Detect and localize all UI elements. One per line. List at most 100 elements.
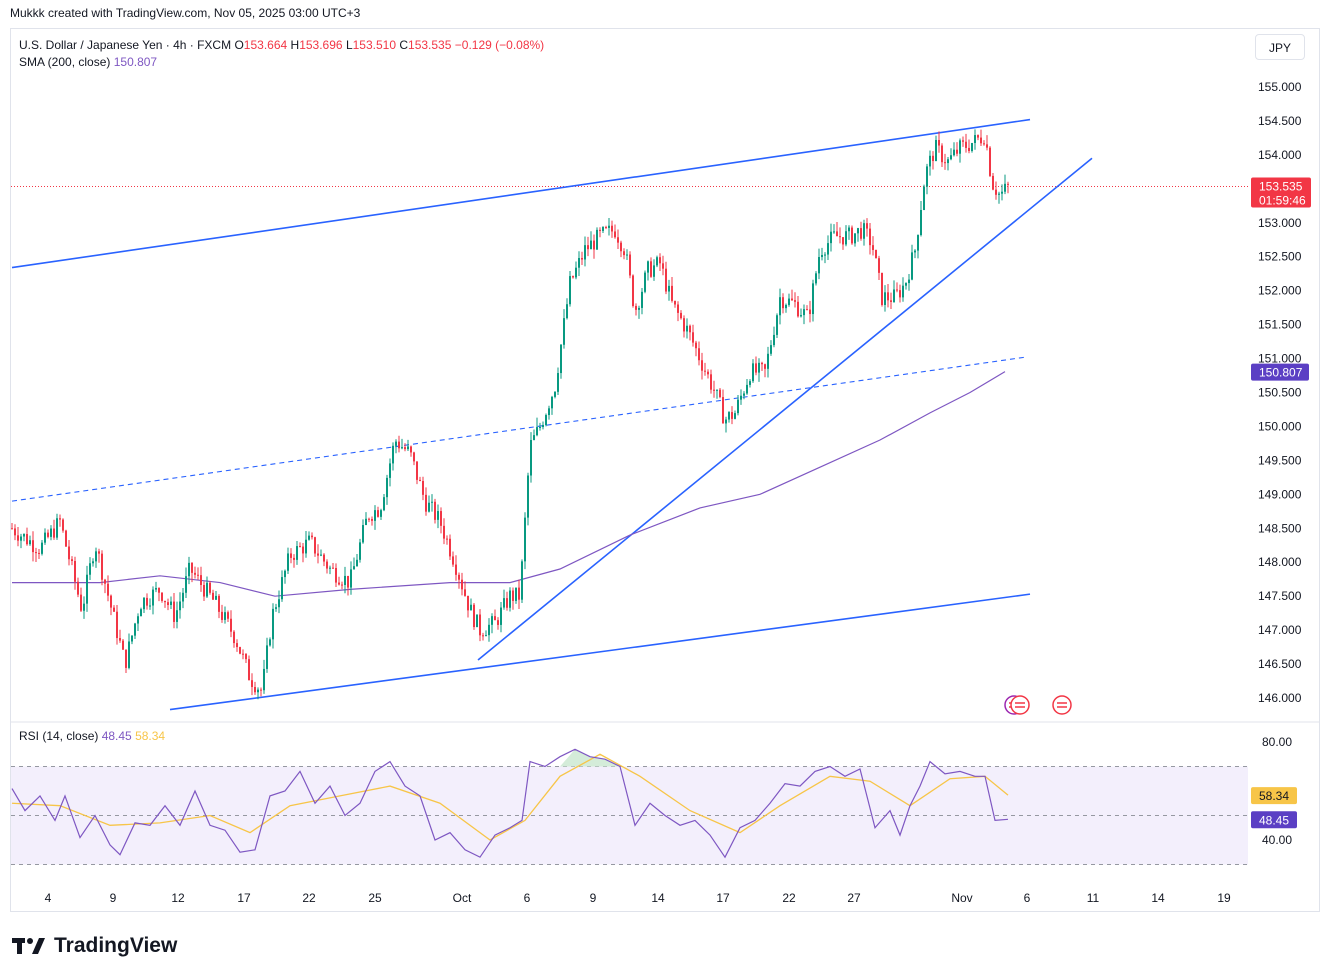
candle-body [299,546,301,548]
candle-body [62,519,64,531]
price-tick-label: 152.500 [1258,250,1302,264]
candle-body [677,304,679,313]
candle-body [986,144,988,148]
trendline-rising-support [477,157,1093,661]
candle-body [917,235,919,251]
candle-body [86,574,88,604]
currency-button[interactable]: JPY [1255,34,1305,60]
candle-body [893,289,895,302]
candle-body [266,645,268,669]
time-tick-label: 25 [368,891,382,905]
candle-body [116,611,118,639]
brand-name: TradingView [54,934,178,957]
rsi-tick-label: 80.00 [1262,735,1292,749]
tv-logo-icon [12,938,45,954]
candle-body [368,518,370,520]
candle-body [629,254,631,276]
candle-body [83,603,85,611]
candle-body [401,447,403,449]
candle-body [587,245,589,250]
candle-body [506,598,508,608]
candle-body [656,257,658,266]
sma-label[interactable]: SMA (200, close) [19,55,111,69]
candle-body [932,155,934,162]
candle-body [224,612,226,620]
rsi-ma-line [11,753,1009,841]
candle-body [563,318,565,345]
candle-body [329,567,331,569]
candle-body [668,285,670,292]
candle-body [770,345,772,354]
candle-body [1004,183,1006,192]
time-tick-label: 17 [716,891,730,905]
candle-body [746,384,748,394]
candle-body [719,389,721,398]
price-pane [11,118,1319,723]
candle-body [338,582,340,585]
candle-body [821,254,823,258]
candle-body [509,590,511,608]
candle-body [641,291,643,308]
candle-body [491,616,493,625]
candle-body [497,620,499,625]
symbol-name[interactable]: U.S. Dollar / Japanese Yen · 4h · FXCM [19,38,232,52]
candle-body [644,272,646,292]
candle-body [848,227,850,232]
candle-body [38,552,40,554]
candle-body [899,290,901,298]
rsi-legend: RSI (14, close) 48.45 58.34 [19,729,165,743]
candle-body [764,364,766,369]
candle-body [887,292,889,301]
candle-body [305,539,307,554]
candle-body [527,475,529,518]
price-badge-countdown: 01:59:46 [1259,193,1306,207]
candle-body [119,638,121,641]
candle-body [269,639,271,646]
candle-body [974,135,976,144]
candle-body [101,553,103,580]
candle-body [947,159,949,164]
candle-body [29,540,31,545]
candle-body [896,289,898,291]
rsi-value: 48.45 [101,729,132,743]
candle-body [626,254,628,256]
candle-body [665,268,667,292]
candle-body [320,554,322,556]
rsi-line [11,748,1009,859]
candle-body [707,371,709,375]
time-tick-label: 6 [524,891,531,905]
candle-body [284,570,286,578]
price-legend: U.S. Dollar / Japanese Yen · 4h · FXCM O… [19,37,544,71]
candle-body [953,149,955,156]
candle-body [179,601,181,611]
candle-body [335,567,337,583]
candle-body [944,162,946,164]
candle-body [725,419,727,424]
candle-body [41,542,43,554]
candle-body [866,223,868,229]
candle-body [857,228,859,234]
candle-body [419,479,421,482]
rsi-label[interactable]: RSI (14, close) [19,729,99,743]
candle-body [167,602,169,606]
time-tick-label: 27 [847,891,861,905]
candle-body [599,229,601,231]
candle-body [125,649,127,668]
candle-body [458,574,460,580]
price-tick-label: 151.500 [1258,318,1302,332]
candle-body [170,601,172,606]
candle-body [281,577,283,600]
candle-body [839,236,841,238]
candle-body [74,560,76,582]
candle-body [881,272,883,305]
candle-body [662,263,664,269]
candle-body [398,441,400,449]
candle-body [242,653,244,655]
candle-body [803,309,805,316]
candle-body [254,686,256,693]
candle-body [347,575,349,588]
candle-body [791,298,793,301]
candle-body [260,689,262,691]
candle-body [134,623,136,636]
